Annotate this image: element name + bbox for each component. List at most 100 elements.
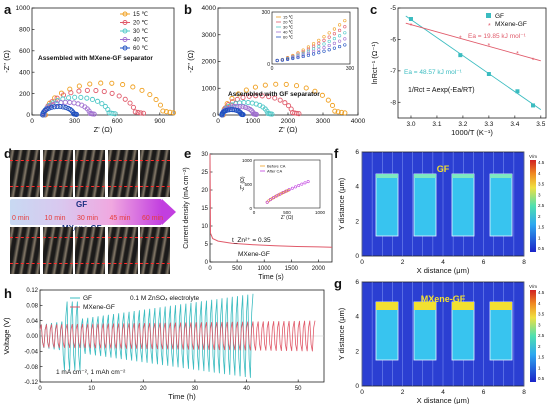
- data-point: [76, 88, 82, 94]
- electrode-pillar: [451, 173, 475, 237]
- photo-texture: [140, 150, 170, 197]
- data-point: [312, 88, 318, 94]
- data-point: *: [459, 35, 462, 42]
- data-point: [230, 107, 236, 113]
- pillar-top-edge: [376, 174, 398, 178]
- data-point: [342, 110, 348, 116]
- plot-frame: [397, 7, 547, 119]
- deposition-photo: [10, 150, 40, 197]
- colorbar-tick-label: 3.5: [538, 312, 545, 317]
- data-point: [54, 103, 60, 110]
- fit-line: [405, 15, 542, 111]
- inset-data-point: [268, 198, 272, 202]
- colorbar-tick-label: 2.5: [538, 333, 545, 338]
- legend-marker: *: [488, 23, 491, 30]
- reference-dash-line: [107, 237, 138, 238]
- reference-dash-line: [42, 237, 73, 238]
- photo-texture: [10, 150, 40, 197]
- data-point: [253, 111, 259, 117]
- data-point: [67, 99, 73, 105]
- reference-dash-line: [42, 263, 73, 264]
- y-tick-label: 25: [201, 170, 208, 176]
- x-tick-label: 8: [522, 389, 526, 396]
- y-tick-label: 400: [19, 69, 30, 76]
- inset-data-point: [284, 189, 288, 193]
- x-tick-label: 40: [243, 386, 250, 392]
- legend-label: 40 ℃: [133, 38, 148, 44]
- data-point: [139, 87, 145, 93]
- inset-data-point: [338, 23, 342, 27]
- y-tick-label: 5: [205, 242, 209, 248]
- colorbar-tick-label: 0.5: [538, 246, 545, 251]
- data-point: [273, 81, 279, 87]
- data-point: [294, 110, 300, 116]
- data-point: [241, 99, 247, 106]
- time-arrow: [10, 199, 162, 225]
- inset-y-tick-label: 0: [267, 62, 270, 68]
- y-tick-label: 4000: [202, 5, 217, 12]
- inset-data-point: [343, 37, 347, 41]
- inset-data-point: [332, 36, 336, 41]
- arrhenius-chart: 3.0 3.1 3.2 3.3 3.4 3.5 -8 -7 -6 -5 1000/T (K⁻¹) ln…: [370, 5, 547, 137]
- x-tick-label: 0: [216, 118, 220, 125]
- y-tick-label: 600: [19, 48, 30, 55]
- data-point: [99, 101, 105, 107]
- data-point: [93, 87, 99, 94]
- reference-dash-line: [140, 160, 170, 161]
- legend-label: GF: [83, 295, 92, 302]
- y-tick-label: 0.00: [26, 334, 38, 340]
- panel-label-b: b: [184, 2, 192, 17]
- data-point: [266, 94, 272, 100]
- deposition-photo: [75, 227, 105, 274]
- colorbar-tick-label: 3.5: [538, 182, 545, 187]
- data-point: [122, 96, 128, 102]
- panel-label-e: e: [184, 146, 192, 161]
- inset-x-tick-label: 300: [346, 66, 355, 72]
- pillar-top-edge: [490, 174, 512, 178]
- x-axis-label: Z' (Ω): [279, 125, 298, 134]
- y-tick-label: 30: [201, 152, 208, 158]
- condition-annotation: 1 mA cm⁻², 1 mAh cm⁻²: [56, 369, 126, 376]
- inset-data-point: [317, 47, 321, 52]
- data-point: [76, 83, 82, 89]
- inset-data-point: [322, 42, 326, 46]
- reference-dash-line: [140, 237, 170, 238]
- data-point: [252, 84, 258, 90]
- electrode-pillar: [375, 173, 399, 237]
- data-point: [72, 94, 78, 100]
- data-point: [220, 109, 226, 115]
- data-point: [253, 93, 259, 99]
- inset-data-point: [275, 58, 279, 63]
- gf-photo-label: GF: [76, 200, 88, 209]
- x-tick-label: 4: [441, 259, 445, 266]
- photo-texture: [75, 150, 105, 197]
- y-tick-label: -0.04: [24, 350, 38, 356]
- inset-x-axis-label: Z' (Ω): [281, 215, 294, 221]
- inset-x-tick-label: 0: [271, 66, 274, 72]
- data-point: [101, 89, 107, 95]
- time-label: 0 min: [12, 215, 30, 222]
- colorbar-tick-label: 3: [538, 192, 541, 197]
- data-point: [120, 82, 126, 88]
- chart-annotation: Assembled with GF separator: [228, 91, 320, 98]
- inset-data-point: [343, 31, 347, 35]
- arrhenius-equation: 1/Rct = Aexp(-Ea/RT): [408, 87, 475, 94]
- data-point: [329, 102, 336, 109]
- time-arrow-head: [162, 199, 176, 225]
- x-tick-label: 300: [69, 118, 80, 125]
- data-point: [160, 108, 166, 114]
- data-point: [127, 100, 133, 106]
- colorbar-tick-label: 2: [538, 214, 541, 219]
- colorbar-unit: V/m: [529, 284, 537, 289]
- inset-data-point: [296, 55, 300, 60]
- legend-label: 60 ℃: [133, 46, 148, 52]
- legend-label: 20 ℃: [133, 21, 148, 27]
- colorbar-tick-label: 4: [538, 171, 541, 176]
- y-tick-label: -7: [390, 68, 396, 75]
- y-axis-label: Voltage (V): [2, 317, 11, 355]
- y-axis-label: -Z'' (Ω): [186, 50, 195, 73]
- data-point: [157, 102, 164, 108]
- data-point: [78, 94, 84, 100]
- data-point: [294, 83, 300, 89]
